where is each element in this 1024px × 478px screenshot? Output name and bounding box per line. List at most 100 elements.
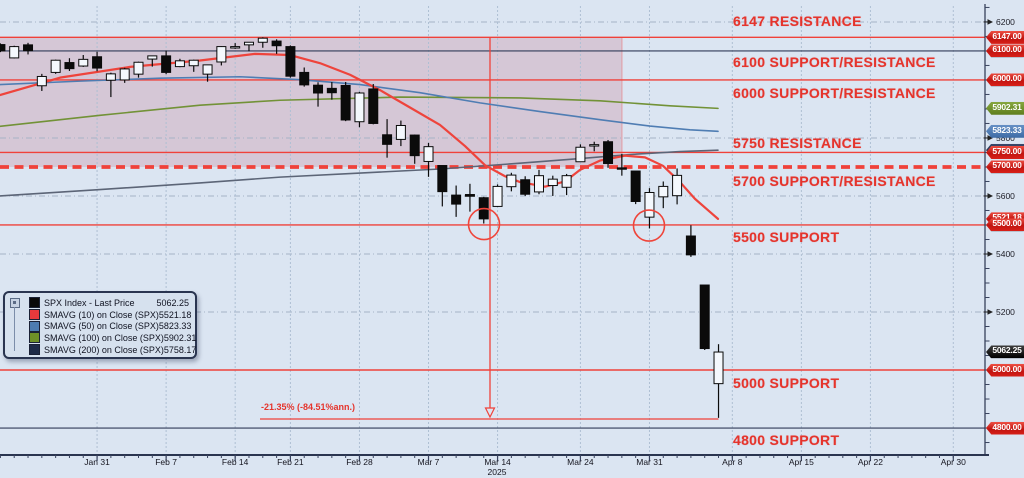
candle[interactable] — [520, 179, 531, 195]
candle[interactable] — [382, 134, 393, 145]
candle[interactable] — [644, 191, 655, 218]
axis-price-tag: 5823.33 — [986, 124, 1024, 138]
legend-series-value: 5062.25 — [156, 297, 189, 308]
candle[interactable] — [533, 175, 544, 193]
candle[interactable] — [92, 56, 103, 69]
y-label-arrow-icon — [987, 309, 993, 315]
highlight-circle — [632, 209, 666, 242]
legend-swatch-smavg50 — [29, 320, 40, 332]
candle[interactable] — [616, 167, 627, 170]
level-label-6000-support-resistance: 6000 SUPPORT/RESISTANCE — [733, 85, 936, 101]
candle[interactable] — [50, 59, 61, 73]
legend-series-label: SMAVG (100) on Close (SPX) — [44, 332, 164, 343]
y-axis-tick-label: 5800 — [996, 132, 1015, 143]
x-axis-tick-label: Apr 8 — [722, 457, 743, 467]
candle[interactable] — [133, 61, 144, 75]
candle[interactable] — [36, 75, 47, 87]
legend-series-label: SMAVG (50) on Close (SPX) — [44, 321, 159, 332]
legend-row-smavg10[interactable]: SMAVG (10) on Close (SPX) 5521.18 — [29, 309, 192, 321]
candle[interactable] — [9, 46, 20, 59]
legend-row-smavg50[interactable]: SMAVG (50) on Close (SPX) 5823.33 — [29, 320, 192, 332]
candle[interactable] — [423, 146, 434, 162]
candle[interactable] — [589, 144, 600, 147]
candle[interactable] — [202, 64, 213, 75]
candle[interactable] — [243, 41, 254, 46]
legend-box[interactable]: SPX Index - Last Price 5062.25 SMAVG (10… — [3, 291, 197, 359]
candle[interactable] — [64, 62, 75, 70]
x-axis-tick-label: Mar 7 — [417, 457, 440, 467]
x-axis-tick-label: Feb 14 — [221, 457, 249, 467]
candle[interactable] — [603, 141, 614, 164]
x-axis-tick-label: Apr 30 — [940, 457, 966, 467]
x-axis-tick-label: Feb 21 — [277, 457, 304, 467]
legend-expander-icon[interactable] — [10, 298, 20, 308]
candle[interactable] — [313, 84, 324, 94]
highlight-circle — [467, 207, 501, 241]
x-axis-tick-label: Feb 7 — [155, 457, 177, 467]
x-axis-tick-label: Feb 28 — [346, 457, 373, 467]
candle[interactable] — [451, 194, 462, 205]
candle[interactable] — [271, 40, 282, 47]
candle[interactable] — [713, 351, 724, 385]
candle[interactable] — [409, 134, 420, 157]
candle[interactable] — [257, 37, 268, 43]
candle[interactable] — [685, 235, 696, 256]
candle[interactable] — [78, 58, 89, 67]
axis-price-tag: 6000.00 — [986, 73, 1024, 87]
candle[interactable] — [437, 165, 448, 193]
candle[interactable] — [561, 175, 572, 188]
candle[interactable] — [340, 84, 351, 121]
candle[interactable] — [174, 60, 185, 68]
x-axis-tick-label: Apr 22 — [857, 457, 883, 467]
candle[interactable] — [395, 124, 406, 140]
candle[interactable] — [285, 46, 296, 77]
legend-series-value: 5758.17 — [163, 344, 197, 355]
candle[interactable] — [492, 185, 503, 207]
candle[interactable] — [230, 46, 241, 49]
candle[interactable] — [119, 68, 130, 81]
candle[interactable] — [658, 185, 669, 198]
candle[interactable] — [105, 73, 116, 81]
candle[interactable] — [506, 174, 517, 188]
level-label-6147-resistance: 6147 RESISTANCE — [733, 13, 862, 29]
legend-row-last-price[interactable]: SPX Index - Last Price 5062.25 — [29, 297, 189, 309]
candle[interactable] — [326, 87, 337, 94]
candle[interactable] — [299, 71, 310, 86]
candle[interactable] — [575, 146, 586, 163]
axis-price-tag: 5500.00 — [986, 218, 1024, 232]
x-axis-tick-label: Apr 15 — [788, 457, 814, 467]
candle[interactable] — [23, 44, 34, 52]
legend-series-value: 5902.31 — [163, 332, 197, 343]
y-axis-tick-label: 5600 — [996, 190, 1015, 201]
candle[interactable] — [188, 59, 199, 67]
legend-row-smavg100[interactable]: SMAVG (100) on Close (SPX) 5902.31 — [29, 332, 196, 344]
legend-swatch-smavg10 — [29, 309, 40, 321]
candle[interactable] — [630, 170, 641, 202]
candle[interactable] — [216, 46, 227, 63]
axis-price-tag: 5902.31 — [986, 101, 1024, 115]
legend-tree-lines — [14, 307, 15, 351]
candle[interactable] — [699, 284, 710, 350]
legend-swatch-smavg100 — [29, 332, 40, 344]
candle[interactable] — [161, 55, 172, 73]
x-axis-tick-label: Mar 24 — [567, 457, 594, 467]
candle[interactable] — [147, 55, 158, 60]
candle[interactable] — [354, 92, 365, 123]
level-label-6100-support-resistance: 6100 SUPPORT/RESISTANCE — [733, 54, 936, 70]
x-axis-year-label: 2025 — [487, 467, 507, 477]
ma-line-100 — [0, 96, 719, 128]
candle[interactable] — [368, 88, 379, 124]
level-label-5500-support: 5500 SUPPORT — [733, 229, 840, 245]
legend-series-value: 5521.18 — [158, 309, 192, 320]
legend-series-value: 5823.33 — [158, 321, 192, 332]
axis-price-tag: 5062.25 — [986, 345, 1024, 359]
ma-line-50 — [0, 75, 719, 133]
candle[interactable] — [0, 44, 6, 52]
candle[interactable] — [547, 178, 558, 187]
candle[interactable] — [672, 174, 683, 197]
legend-row-smavg200[interactable]: SMAVG (200) on Close (SPX) 5758.17 — [29, 344, 196, 356]
candle[interactable] — [464, 194, 475, 197]
y-label-arrow-icon — [987, 251, 993, 257]
